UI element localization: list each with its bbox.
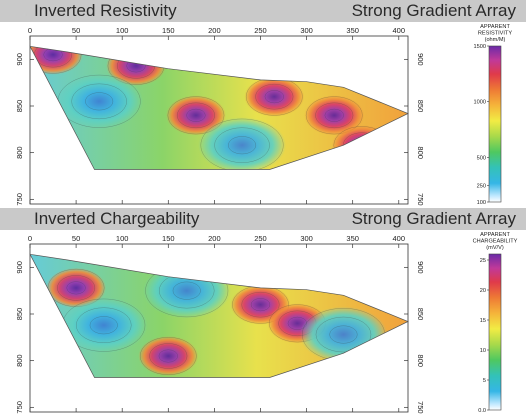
x-tick-label: 50 (72, 26, 80, 35)
x-tick-label: 200 (208, 26, 221, 35)
colorbar-title-line: (mV/V) (486, 245, 504, 251)
panel-subtitle-chargeability: Strong Gradient Array (351, 209, 516, 228)
contour-line (186, 108, 206, 122)
colorbar-tick-label: 1000 (474, 100, 486, 106)
panel-header-resistivity: Inverted Resistivity Strong Gradient Arr… (0, 0, 526, 22)
contour-line (66, 281, 86, 295)
y-tick-label-left: 800 (15, 146, 24, 159)
x-tick-label: 200 (208, 234, 221, 243)
y-tick-label-left: 800 (15, 354, 24, 367)
x-tick-label: 300 (300, 234, 313, 243)
x-tick-label: 250 (254, 234, 267, 243)
colorbar-tick-label: 20 (480, 288, 486, 294)
colorbar-tick-label: 250 (477, 183, 486, 189)
colorbar-title-line: RESISTIVITY (478, 31, 512, 37)
colorbar-tick-label: 100 (477, 200, 486, 206)
y-tick-label-right: 850 (416, 308, 425, 321)
colorbar-title-line: CHARGEABILITY (473, 239, 518, 245)
anomaly-high-4 (304, 95, 365, 136)
anomaly-low-4 (59, 297, 148, 354)
y-tick-label-right: 900 (416, 261, 425, 274)
contour-line (324, 108, 344, 122)
colorbar-title-line: APPARENT (480, 24, 510, 30)
y-tick-label-left: 750 (15, 193, 24, 206)
colorbar-title-line: (ohm/M) (485, 37, 506, 43)
contour-line (158, 349, 178, 363)
contour-line (305, 96, 363, 135)
x-tick-label: 150 (162, 26, 175, 35)
colorbar (488, 253, 502, 411)
colorbar-tick-label: 0.0 (478, 408, 486, 414)
contour-line (329, 325, 358, 344)
y-tick-label-right: 900 (416, 53, 425, 66)
contour-line (255, 83, 294, 110)
x-tick-label: 100 (116, 26, 129, 35)
contour-line (315, 102, 354, 129)
x-tick-label: 0 (28, 26, 32, 35)
x-tick-label: 400 (393, 26, 406, 35)
y-tick-label-left: 750 (15, 401, 24, 414)
colorbar-title-line: APPARENT (480, 232, 510, 238)
panel-title-chargeability: Inverted Chargeability (34, 209, 200, 228)
colorbar-tick-label: 15 (480, 318, 486, 324)
anomaly-low-7 (198, 117, 287, 170)
y-tick-label-left: 850 (15, 100, 24, 113)
y-tick-label-right: 850 (416, 100, 425, 113)
y-tick-label-right: 750 (416, 401, 425, 414)
contour-line (214, 127, 270, 163)
contour-line (30, 46, 82, 74)
colorbar-tick-label: 1500 (474, 44, 486, 50)
contour-line (85, 92, 114, 111)
y-tick-label-right: 800 (416, 146, 425, 159)
anomaly-low-6 (55, 73, 144, 130)
section-outline (29, 253, 409, 378)
panel-subtitle-resistivity: Strong Gradient Array (351, 1, 516, 20)
colorbar-tick-label: 25 (480, 258, 486, 264)
x-tick-label: 0 (28, 234, 32, 243)
x-tick-label: 350 (346, 234, 359, 243)
colorbar-tick-label: 500 (477, 155, 486, 161)
y-tick-label-left: 900 (15, 53, 24, 66)
y-tick-label-right: 800 (416, 354, 425, 367)
colorbar-tick-label: 5 (483, 378, 486, 384)
section-outline (29, 45, 409, 170)
resistivity-section-chart: 0 50 100 150 200 250 300 350 400 900 900 850 850 800 8… (15, 24, 512, 206)
contour-line (264, 90, 284, 104)
x-tick-label: 300 (300, 26, 313, 35)
panel-title-resistivity: Inverted Resistivity (34, 1, 177, 20)
x-tick-label: 100 (116, 234, 129, 243)
x-tick-label: 50 (72, 234, 80, 243)
x-tick-label: 350 (346, 26, 359, 35)
colorbar (488, 45, 502, 203)
x-tick-label: 150 (162, 234, 175, 243)
anomaly-high-1 (138, 336, 199, 376)
contour-line (76, 307, 132, 343)
chargeability-section-chart: 0 50 100 150 200 250 300 350 400 900 900 850 850 800 8… (15, 232, 518, 414)
y-tick-label-left: 850 (15, 308, 24, 321)
contour-line (149, 343, 188, 369)
contour-line (139, 337, 197, 375)
contour-line (228, 136, 257, 155)
panel-header-chargeability: Inverted Chargeability Strong Gradient A… (0, 208, 526, 230)
contour-line (89, 316, 118, 335)
x-tick-label: 400 (393, 234, 406, 243)
contour-line (172, 281, 201, 300)
contour-line (176, 102, 215, 129)
contour-line (200, 118, 284, 170)
contour-line (315, 316, 372, 353)
y-tick-label-right: 750 (416, 193, 425, 206)
x-tick-label: 250 (254, 26, 267, 35)
contour-line (241, 291, 280, 318)
y-tick-label-left: 900 (15, 261, 24, 274)
anomaly-high-2 (165, 95, 226, 136)
contour-line (167, 96, 225, 135)
anomaly-high-0 (46, 267, 107, 308)
colorbar-tick-label: 10 (480, 348, 486, 354)
contour-line (250, 298, 271, 312)
contour-line (57, 275, 96, 301)
anomaly-high-3 (244, 76, 305, 117)
contour-line (71, 83, 127, 120)
